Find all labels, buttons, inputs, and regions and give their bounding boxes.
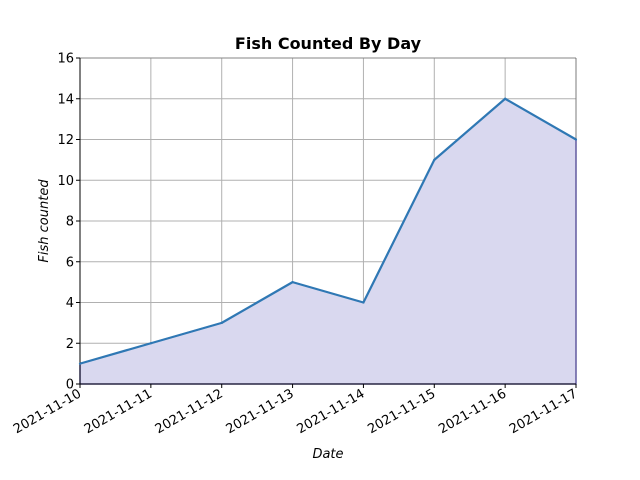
x-axis-ticks: 2021-11-102021-11-112021-11-122021-11-13…: [11, 384, 580, 437]
series-line: [79, 97, 577, 365]
y-tick-label: 14: [57, 92, 74, 107]
y-axis-ticks: 0 2 4 6 8 10 12 14 16: [57, 52, 80, 393]
y-tick-label: 6: [66, 255, 74, 270]
y-tick-label: 2: [66, 337, 74, 352]
x-tick-label: 2021-11-10: [11, 386, 84, 437]
y-tick-label: 16: [57, 52, 74, 67]
x-tick-label: 2021-11-12: [153, 386, 226, 437]
x-axis-label: Date: [312, 447, 343, 462]
data-point: [433, 158, 436, 161]
y-tick-label: 0: [66, 378, 74, 393]
data-point: [149, 342, 152, 345]
data-point: [362, 301, 365, 304]
y-tick-label: 4: [66, 296, 74, 311]
x-tick-label: 2021-11-13: [224, 386, 297, 437]
x-tick-label: 2021-11-11: [82, 386, 155, 437]
y-tick-label: 10: [57, 174, 74, 189]
data-point: [574, 138, 578, 141]
y-tick-label: 12: [57, 133, 74, 148]
chart-title: Fish Counted By Day: [235, 34, 422, 53]
x-tick-label: 2021-11-17: [507, 386, 580, 437]
y-axis-label: Fish counted: [37, 179, 52, 263]
data-point: [220, 321, 223, 324]
data-point: [78, 362, 82, 365]
x-tick-label: 2021-11-16: [436, 386, 509, 437]
x-tick-label: 2021-11-15: [365, 386, 438, 437]
data-point: [504, 97, 507, 100]
data-point: [291, 281, 294, 284]
y-tick-label: 8: [66, 215, 74, 230]
x-tick-label: 2021-11-14: [294, 386, 367, 437]
